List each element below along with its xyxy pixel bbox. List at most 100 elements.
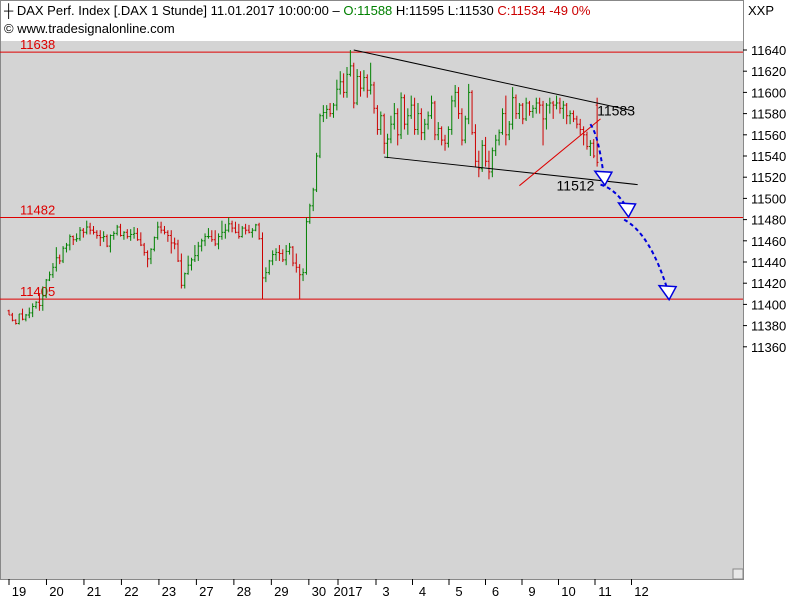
ohlc-bar xyxy=(338,71,342,95)
period: 1 Stunde] xyxy=(151,3,207,18)
ohlc-bar xyxy=(210,230,214,242)
ohlc-bar xyxy=(568,110,572,125)
ohlc-bar xyxy=(541,100,545,146)
y-tick-label: 11500 xyxy=(751,191,786,206)
ohlc-bar xyxy=(372,81,376,114)
ohlc-bar xyxy=(200,238,204,252)
ohlc-bar xyxy=(494,134,498,156)
ohlc-bar xyxy=(264,267,268,283)
forecast-arrow xyxy=(623,218,678,302)
ohlc-bar xyxy=(146,250,149,268)
candle-icon: ┼ xyxy=(4,3,14,18)
separator: – xyxy=(332,3,340,18)
ohlc-bar xyxy=(44,278,48,299)
ohlc-bar xyxy=(223,223,227,239)
ohlc-bar xyxy=(196,241,200,261)
ohlc-bar xyxy=(288,242,291,255)
scroll-corner[interactable] xyxy=(732,568,744,580)
ohlc-bar xyxy=(132,227,136,239)
ohlc-bar xyxy=(413,97,416,135)
ohlc-bar xyxy=(531,105,535,118)
ohlc-bar xyxy=(78,227,82,241)
x-tick-label: 10 xyxy=(561,584,575,599)
ohlc-bar xyxy=(511,87,515,130)
ohlc-bar xyxy=(156,221,160,240)
ohlc-bar xyxy=(95,230,99,239)
ohlc-bar xyxy=(65,242,68,253)
ohlc-bar xyxy=(173,237,177,250)
ohlc-bar xyxy=(294,253,298,273)
ohlc-bar xyxy=(423,118,427,141)
ohlc-bar xyxy=(561,100,565,119)
ohlc-bar xyxy=(460,108,464,146)
instrument-name: DAX Perf. Index xyxy=(16,3,111,18)
ohlc-bar xyxy=(308,203,312,224)
plot-frame xyxy=(0,0,744,580)
ohlc-bar xyxy=(382,113,386,154)
x-tick-label: 9 xyxy=(528,584,535,599)
ohlc-bar xyxy=(406,108,410,135)
ohlc-bar xyxy=(419,108,423,141)
ohlc-bar xyxy=(75,233,78,242)
ohlc-bar xyxy=(362,70,366,92)
ohlc-bar xyxy=(534,97,538,114)
y-tick-label: 11400 xyxy=(751,297,786,312)
y-tick-label: 11420 xyxy=(751,276,786,291)
x-tick-label: 23 xyxy=(162,584,176,599)
ohlc-bar xyxy=(332,103,335,118)
ohlc-bar xyxy=(159,221,163,234)
y-tick-label: 11520 xyxy=(751,170,786,185)
ohlc-bar xyxy=(517,103,521,119)
ohlc-bar xyxy=(230,220,234,233)
ohlc-bar xyxy=(250,228,254,238)
ohlc-bar xyxy=(575,115,579,129)
x-tick-label: 30 xyxy=(312,584,326,599)
y-tick-label: 11380 xyxy=(751,319,786,334)
price-annotation: 11512 xyxy=(557,178,595,194)
ohlc-bar xyxy=(291,246,295,267)
y-tick-label: 11640 xyxy=(751,43,786,58)
ohlc-bar xyxy=(524,97,528,122)
ohlc-bar xyxy=(396,108,400,146)
x-tick-label: 3 xyxy=(382,584,389,599)
ohlc-bar xyxy=(409,95,413,119)
ohlc-bar xyxy=(213,230,217,247)
ohlc-bar xyxy=(58,254,62,265)
forecast-arrow xyxy=(600,183,637,219)
ohlc-bar xyxy=(10,312,14,322)
ohlc-bar xyxy=(149,248,153,265)
y-tick-label: 11580 xyxy=(751,107,786,122)
ohlc-bar xyxy=(244,223,247,235)
ohlc-bar xyxy=(321,105,325,123)
ohlc-bar xyxy=(125,229,129,239)
ohlc-bar xyxy=(257,222,261,240)
ohlc-bar xyxy=(399,92,403,140)
ohlc-bar xyxy=(474,124,477,167)
ohlc-bar xyxy=(311,187,315,212)
ohlc-bar xyxy=(359,71,362,97)
ohlc-bar xyxy=(484,136,487,167)
ohlc-bar xyxy=(450,95,454,135)
y-tick-label: 11480 xyxy=(751,213,786,228)
ohlc-bar xyxy=(440,126,444,146)
ohlc-bar xyxy=(376,105,379,135)
x-tick-label: 29 xyxy=(274,584,288,599)
ohlc-bar xyxy=(436,122,440,141)
ohlc-bar xyxy=(487,150,491,180)
x-tick-label: 11 xyxy=(598,584,612,599)
y-tick-label: 11440 xyxy=(751,255,786,270)
chart-header: ┼ DAX Perf. Index [.DAX 1 Stunde] 11.01.… xyxy=(4,3,590,18)
ohlc-bar xyxy=(267,259,271,275)
ohlc-bar xyxy=(582,126,585,146)
ohlc-bar xyxy=(234,221,237,234)
ohlc-bar xyxy=(551,100,555,119)
ohlc-bar xyxy=(447,126,450,148)
ohlc-bar xyxy=(345,66,349,98)
x-tick-label: 4 xyxy=(419,584,426,599)
ohlc-bar xyxy=(247,224,251,234)
ohlc-bar xyxy=(166,230,170,242)
ohlc-bar xyxy=(514,94,518,119)
ohlc-bar xyxy=(61,246,65,264)
ohlc-bar xyxy=(365,74,369,98)
